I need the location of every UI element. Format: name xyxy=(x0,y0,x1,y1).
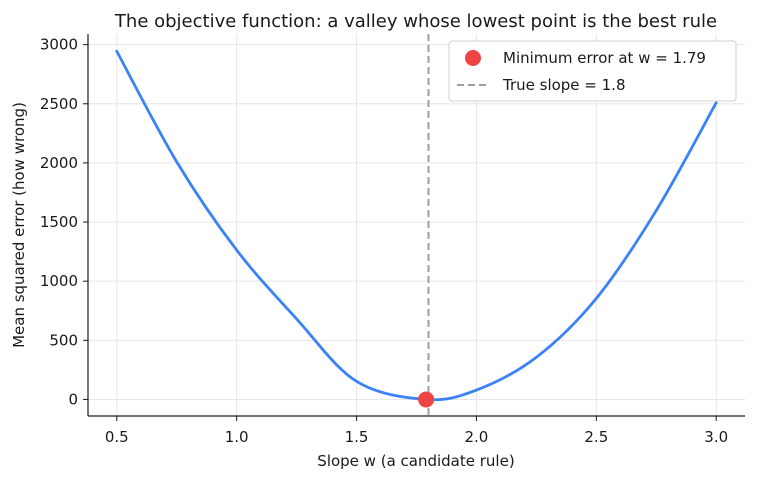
legend-box xyxy=(448,40,737,102)
x-tick-label: 2.0 xyxy=(465,428,489,446)
minimum-error-point xyxy=(418,391,435,408)
y-tick-label: 2500 xyxy=(40,95,78,113)
x-tick-label: 1.0 xyxy=(225,428,249,446)
axes xyxy=(87,34,745,417)
chart-title: The objective function: a valley whose l… xyxy=(114,11,717,32)
legend-minimum-label: Minimum error at w = 1.79 xyxy=(503,49,706,67)
legend-minimum-marker xyxy=(465,50,481,66)
x-tick-label: 0.5 xyxy=(105,428,129,446)
y-tick-label: 0 xyxy=(68,390,78,408)
legend: Minimum error at w = 1.79 True slope = 1… xyxy=(448,40,737,102)
y-axis-label: Mean squared error (how wrong) xyxy=(10,102,28,348)
y-tick-label: 3000 xyxy=(40,36,78,54)
y-ticks: 0 500 1000 1500 2000 2500 3000 xyxy=(40,36,88,408)
y-tick-label: 1000 xyxy=(40,272,78,290)
y-tick-label: 500 xyxy=(49,331,78,349)
x-axis-label: Slope w (a candidate rule) xyxy=(317,452,514,470)
x-tick-label: 1.5 xyxy=(345,428,369,446)
minimum-marker-layer xyxy=(418,391,435,408)
y-tick-label: 2000 xyxy=(40,154,78,172)
x-ticks: 0.5 1.0 1.5 2.0 2.5 3.0 xyxy=(105,416,728,446)
x-tick-label: 2.5 xyxy=(584,428,608,446)
legend-reference-label: True slope = 1.8 xyxy=(502,76,626,94)
y-tick-label: 1500 xyxy=(40,213,78,231)
x-tick-label: 3.0 xyxy=(704,428,728,446)
